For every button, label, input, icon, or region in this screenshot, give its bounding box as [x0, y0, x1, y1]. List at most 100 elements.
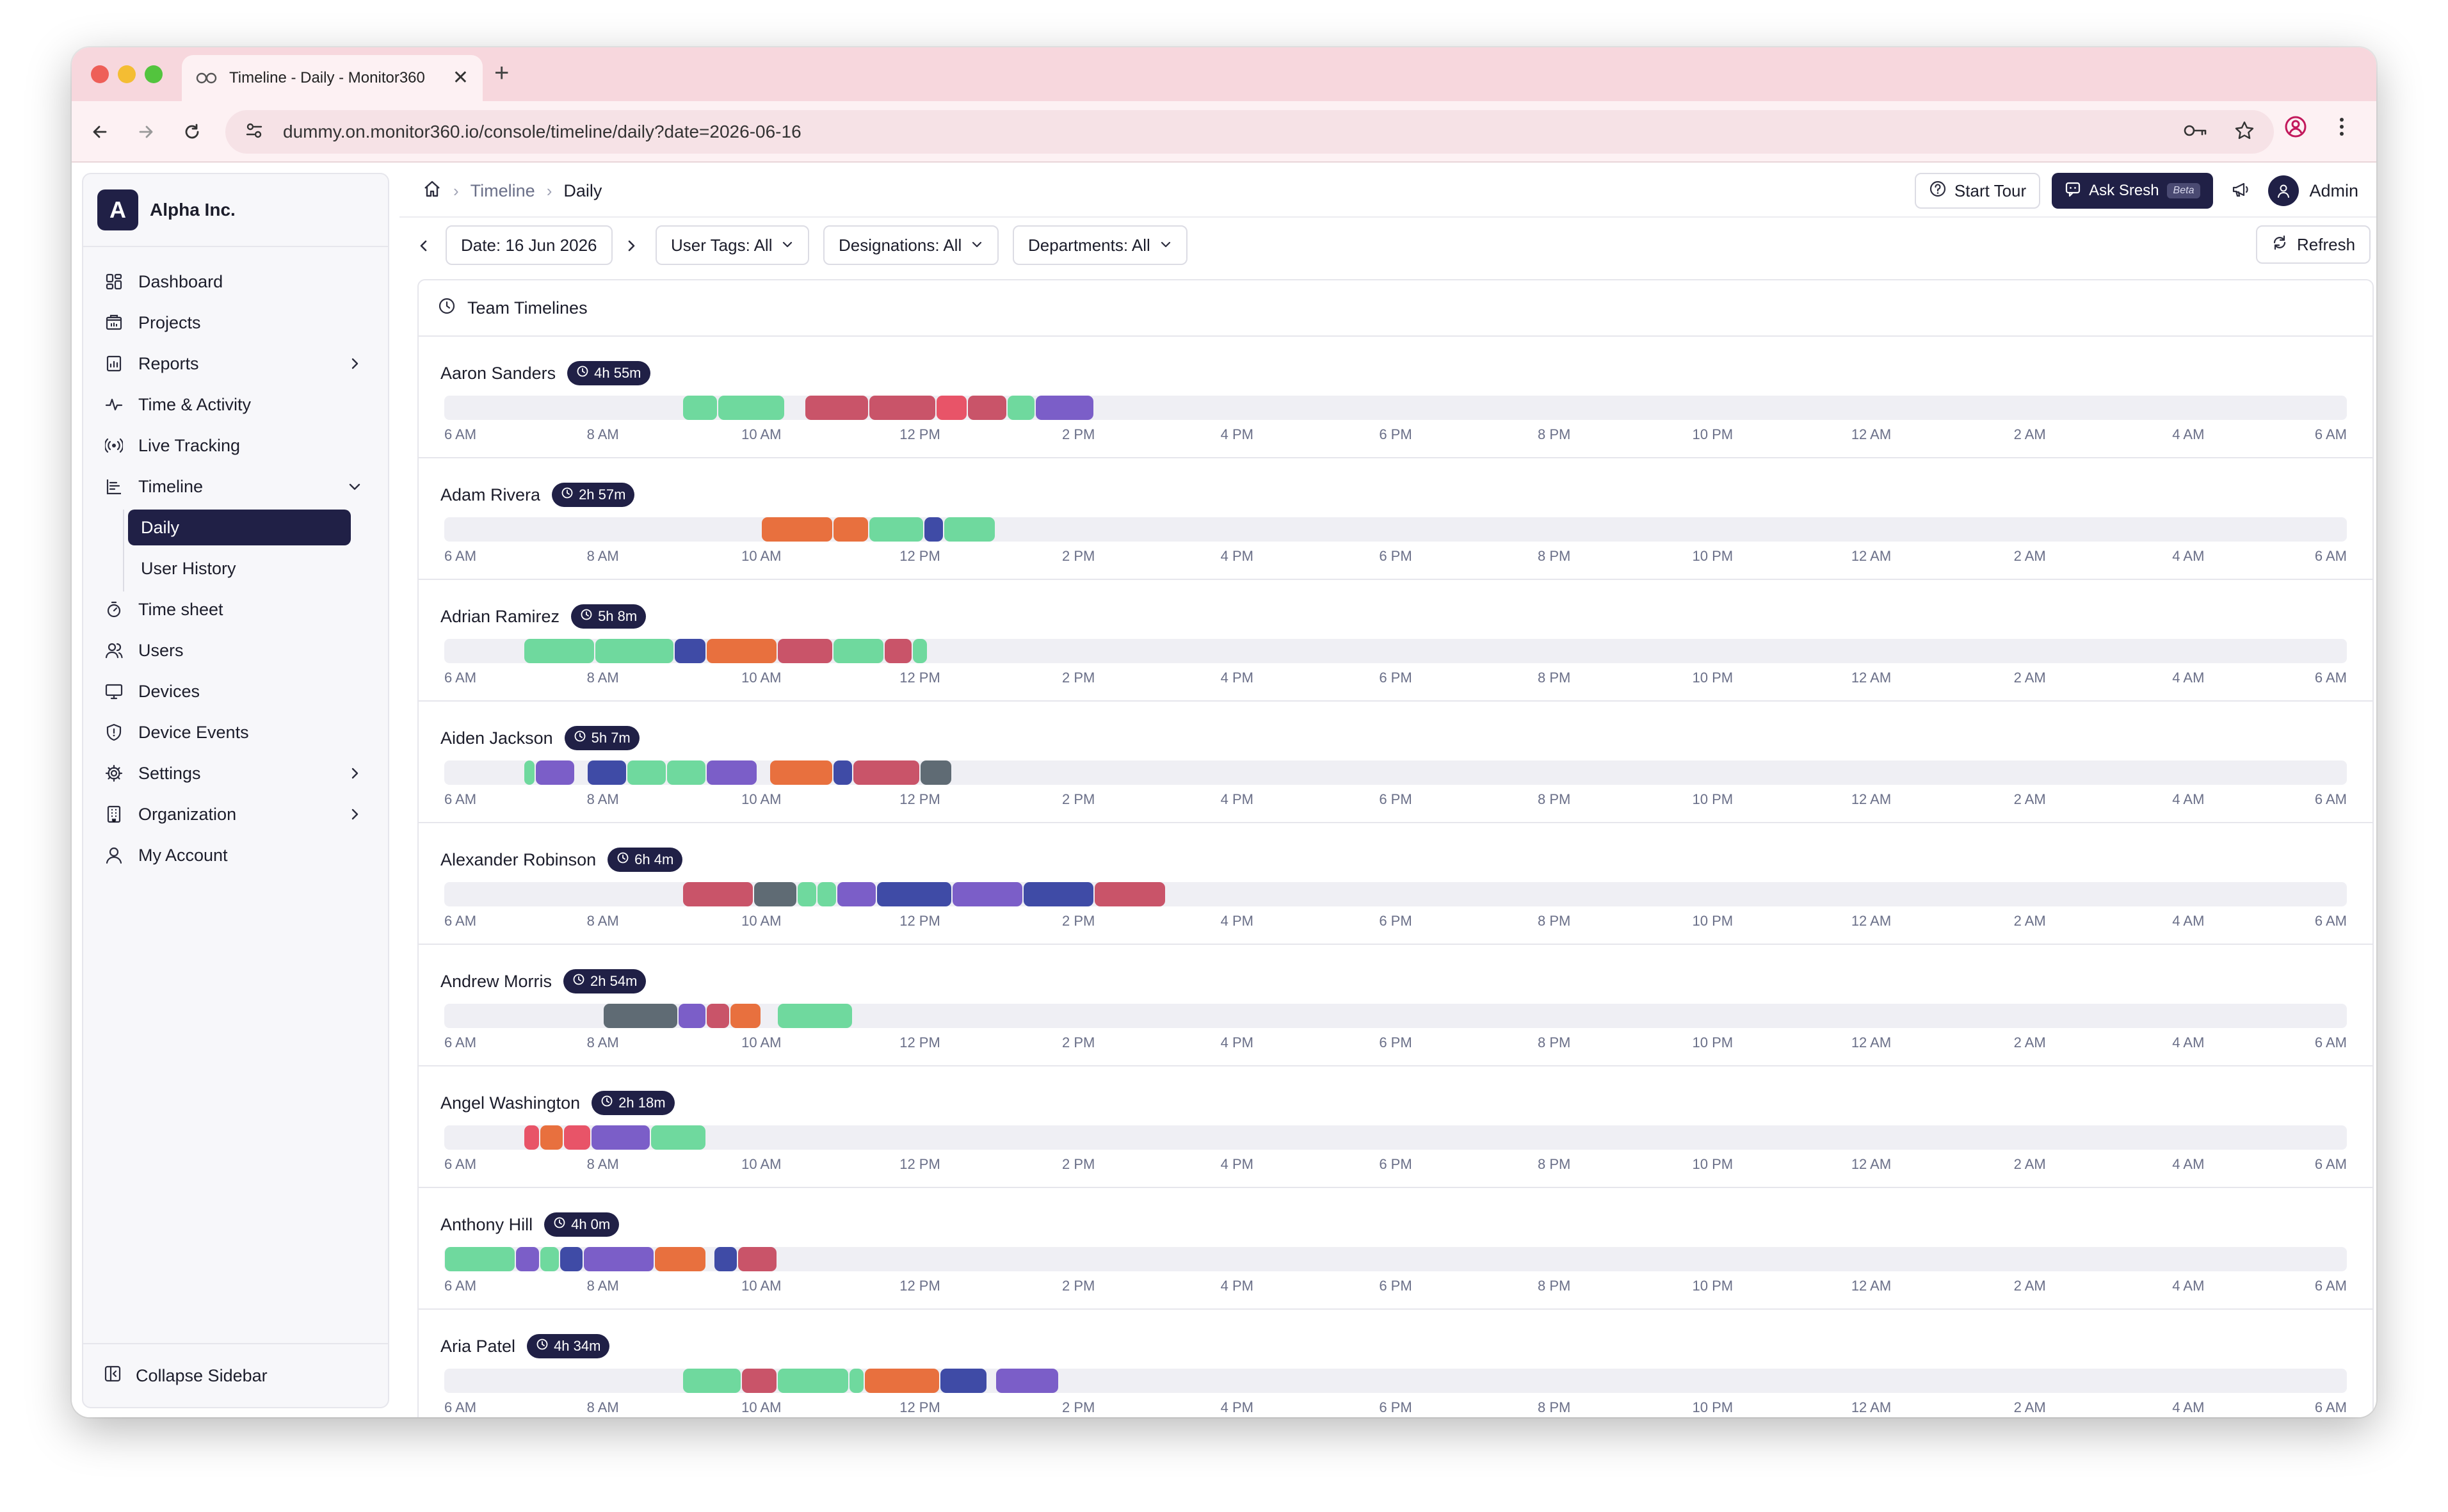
activity-segment[interactable]	[1008, 396, 1035, 420]
activity-segment[interactable]	[912, 639, 928, 663]
activity-segment[interactable]	[924, 517, 944, 542]
collapse-sidebar-button[interactable]: Collapse Sidebar	[83, 1343, 388, 1407]
user-name[interactable]: Adrian Ramirez	[440, 606, 560, 626]
activity-segment[interactable]	[738, 1247, 777, 1271]
activity-segment[interactable]	[995, 1369, 1058, 1393]
activity-segment[interactable]	[762, 517, 832, 542]
activity-segment[interactable]	[885, 639, 912, 663]
activity-segment[interactable]	[682, 396, 718, 420]
user-name[interactable]: Aria Patel	[440, 1336, 516, 1356]
sidebar-item-timeline[interactable]: Timeline	[83, 466, 388, 507]
activity-segment[interactable]	[603, 1004, 678, 1028]
url-text[interactable]: dummy.on.monitor360.io/console/timeline/…	[283, 122, 801, 141]
activity-segment[interactable]	[952, 882, 1022, 906]
sidebar-item-live-tracking[interactable]: Live Tracking	[83, 425, 388, 466]
site-settings-icon[interactable]	[245, 121, 264, 143]
sidebar-item-device-events[interactable]: Device Events	[83, 712, 388, 753]
user-name[interactable]: Angel Washington	[440, 1093, 581, 1113]
activity-segment[interactable]	[936, 396, 967, 420]
activity-segment[interactable]	[445, 1247, 515, 1271]
browser-tab[interactable]: Timeline - Daily - Monitor360 ✕	[182, 55, 483, 101]
activity-segment[interactable]	[718, 396, 785, 420]
activity-segment[interactable]	[524, 1125, 539, 1150]
refresh-button[interactable]: Refresh	[2256, 225, 2371, 264]
maximize-window-button[interactable]	[145, 65, 163, 83]
password-key-icon[interactable]	[2183, 121, 2209, 143]
bookmark-star-icon[interactable]	[2234, 120, 2255, 144]
activity-segment[interactable]	[679, 1004, 705, 1028]
activity-segment[interactable]	[833, 639, 884, 663]
activity-segment[interactable]	[675, 639, 705, 663]
user-name[interactable]: Adam Rivera	[440, 485, 541, 504]
profile-icon[interactable]	[2284, 115, 2307, 138]
activity-segment[interactable]	[666, 760, 705, 785]
activity-segment[interactable]	[968, 396, 1007, 420]
activity-segment[interactable]	[595, 639, 674, 663]
sidebar-item-devices[interactable]: Devices	[83, 671, 388, 712]
activity-segment[interactable]	[650, 1125, 705, 1150]
start-tour-button[interactable]: Start Tour	[1914, 173, 2041, 209]
activity-segment[interactable]	[524, 639, 595, 663]
activity-segment[interactable]	[778, 1369, 848, 1393]
activity-segment[interactable]	[869, 517, 924, 542]
sidebar-item-settings[interactable]: Settings	[83, 753, 388, 794]
activity-segment[interactable]	[833, 760, 852, 785]
activity-segment[interactable]	[655, 1247, 705, 1271]
sidebar-item-reports[interactable]: Reports	[83, 343, 388, 384]
back-icon[interactable]	[85, 117, 115, 147]
sidebar-item-my-account[interactable]: My Account	[83, 835, 388, 876]
activity-segment[interactable]	[753, 882, 797, 906]
activity-segment[interactable]	[1035, 396, 1094, 420]
designations-filter[interactable]: Designations: All	[823, 225, 999, 265]
activity-segment[interactable]	[706, 760, 757, 785]
activity-segment[interactable]	[587, 760, 626, 785]
activity-segment[interactable]	[778, 1004, 852, 1028]
tab-close-icon[interactable]: ✕	[452, 67, 469, 88]
activity-segment[interactable]	[627, 760, 666, 785]
announcements-button[interactable]	[2225, 173, 2257, 209]
activity-segment[interactable]	[1095, 882, 1165, 906]
sidebar-item-users[interactable]: Users	[83, 630, 388, 671]
reload-icon[interactable]	[177, 117, 207, 147]
activity-segment[interactable]	[869, 396, 935, 420]
home-icon[interactable]	[423, 179, 442, 203]
activity-segment[interactable]	[769, 760, 832, 785]
activity-segment[interactable]	[940, 1369, 987, 1393]
departments-filter[interactable]: Departments: All	[1013, 225, 1188, 265]
new-tab-button[interactable]: +	[494, 59, 510, 87]
activity-segment[interactable]	[778, 639, 832, 663]
breadcrumb-timeline[interactable]: Timeline	[470, 181, 535, 200]
activity-segment[interactable]	[849, 1369, 864, 1393]
activity-segment[interactable]	[714, 1247, 737, 1271]
sidebar-item-dashboard[interactable]: Dashboard	[83, 261, 388, 302]
activity-segment[interactable]	[583, 1247, 654, 1271]
activity-segment[interactable]	[592, 1125, 650, 1150]
user-name[interactable]: Alexander Robinson	[440, 849, 597, 869]
activity-segment[interactable]	[560, 1247, 583, 1271]
activity-segment[interactable]	[706, 1004, 729, 1028]
activity-segment[interactable]	[805, 396, 868, 420]
next-day-button[interactable]	[616, 229, 647, 265]
close-window-button[interactable]	[91, 65, 109, 83]
minimize-window-button[interactable]	[118, 65, 136, 83]
user-tags-filter[interactable]: User Tags: All	[656, 225, 810, 265]
user-name[interactable]: Anthony Hill	[440, 1214, 533, 1234]
user-menu[interactable]: Admin	[2268, 175, 2363, 206]
ask-sresh-button[interactable]: Ask Sresh Beta	[2052, 173, 2214, 209]
chevron-right-icon[interactable]	[344, 804, 365, 824]
user-name[interactable]: Aiden Jackson	[440, 728, 553, 748]
date-picker-button[interactable]: Date: 16 Jun 2026	[446, 225, 613, 265]
sidebar-item-time-activity[interactable]: Time & Activity	[83, 384, 388, 425]
activity-segment[interactable]	[563, 1125, 591, 1150]
activity-segment[interactable]	[682, 1369, 741, 1393]
activity-segment[interactable]	[516, 1247, 539, 1271]
sidebar-subitem-daily[interactable]: Daily	[128, 510, 351, 545]
sidebar-subitem-user-history[interactable]: User History	[141, 558, 236, 578]
previous-day-button[interactable]	[408, 229, 439, 265]
activity-segment[interactable]	[682, 882, 753, 906]
activity-segment[interactable]	[921, 760, 951, 785]
activity-segment[interactable]	[853, 760, 919, 785]
activity-segment[interactable]	[536, 760, 575, 785]
user-name[interactable]: Andrew Morris	[440, 971, 552, 991]
chevron-right-icon[interactable]	[344, 353, 365, 374]
